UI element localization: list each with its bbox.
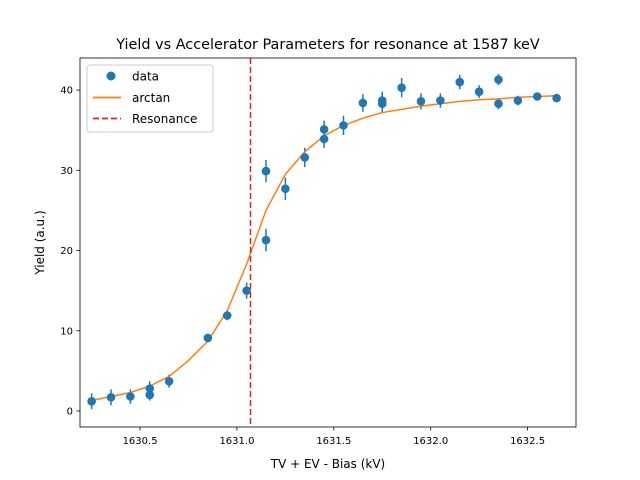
- data-point: [261, 235, 271, 245]
- data-point: [455, 77, 465, 87]
- legend-label-arctan: arctan: [132, 91, 170, 105]
- data-point: [164, 376, 174, 386]
- data-point: [339, 121, 348, 130]
- data-point: [319, 134, 329, 144]
- data-point: [358, 98, 368, 108]
- y-axis: 0 10 20 30 40: [60, 86, 80, 418]
- y-tick-label: 0: [67, 407, 73, 418]
- x-tick-label: 1632.5: [510, 436, 545, 447]
- data-point: [513, 96, 523, 105]
- data-point: [494, 75, 503, 84]
- x-tick-label: 1631.0: [219, 436, 254, 447]
- data-point: [145, 390, 155, 400]
- data-point: [474, 87, 484, 96]
- data-point: [126, 392, 135, 401]
- x-axis: 1630.5 1631.0 1631.5 1632.0 1632.5: [123, 427, 545, 447]
- data-point: [261, 166, 271, 176]
- x-tick-label: 1630.5: [123, 436, 158, 447]
- data-point: [319, 125, 329, 134]
- data-point: [242, 286, 251, 295]
- y-tick-label: 40: [60, 86, 73, 97]
- legend: data arctan Resonance: [86, 64, 214, 133]
- data-point: [300, 153, 310, 162]
- axes-frame: [79, 57, 577, 428]
- data-point: [222, 311, 232, 320]
- y-tick-label: 20: [60, 246, 73, 257]
- y-tick-label: 10: [60, 326, 73, 337]
- data-point: [494, 99, 503, 109]
- legend-label-data: data: [132, 70, 159, 84]
- data-point: [145, 384, 155, 393]
- data-point: [106, 393, 116, 402]
- data-point: [87, 397, 96, 406]
- y-axis-label: Yield (a.u.): [33, 210, 47, 275]
- legend-label-resonance: Resonance: [132, 112, 197, 126]
- data-point: [552, 93, 561, 103]
- y-tick-label: 30: [60, 166, 73, 177]
- x-tick-label: 1632.0: [413, 436, 448, 447]
- plot-area: [87, 58, 561, 427]
- data-point: [436, 96, 445, 105]
- legend-box: [86, 64, 214, 133]
- x-tick-label: 1631.5: [316, 436, 351, 447]
- data-point: [397, 83, 406, 92]
- data-point: [532, 92, 542, 101]
- data-point: [377, 99, 387, 109]
- legend-marker-data: [106, 71, 116, 81]
- chart-title: Yield vs Accelerator Parameters for reso…: [115, 37, 540, 53]
- data-point: [203, 333, 213, 343]
- data-point: [416, 97, 426, 106]
- data-point: [281, 184, 290, 194]
- x-axis-label: TV + EV - Bias (kV): [270, 457, 385, 471]
